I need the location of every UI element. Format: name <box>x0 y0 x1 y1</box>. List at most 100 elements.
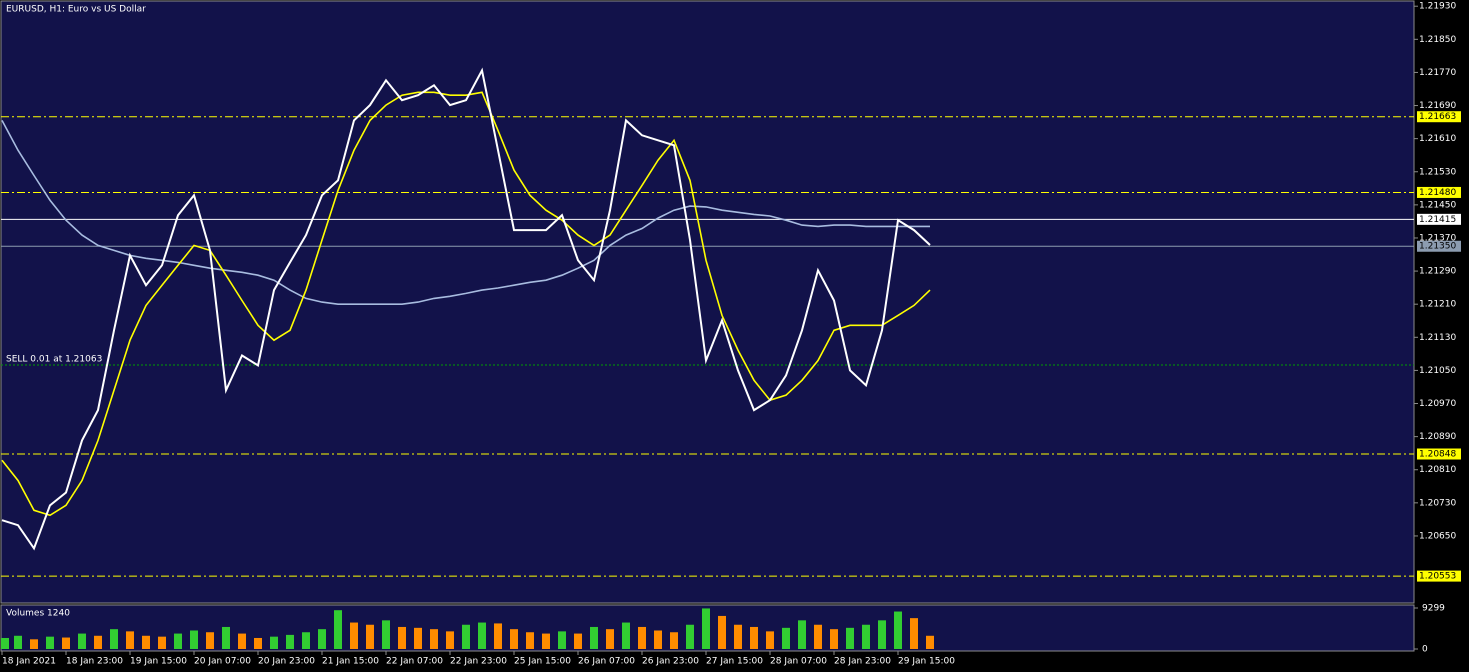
y-tick-label: 1.21610 <box>1419 134 1456 144</box>
chart-title: EURUSD, H1: Euro vs US Dollar <box>6 5 146 15</box>
volume-bar <box>30 639 38 649</box>
volume-title: Volumes 1240 <box>6 609 70 619</box>
x-tick-label: 18 Jan 2021 <box>2 657 56 667</box>
volume-bar <box>382 620 390 649</box>
volume-bar <box>686 624 694 649</box>
x-tick-label: 27 Jan 15:00 <box>706 657 763 667</box>
volume-bar <box>862 624 870 649</box>
y-tick-label: 1.21530 <box>1419 167 1456 177</box>
volume-bar <box>158 636 166 649</box>
y-tick-label: 1.21930 <box>1419 2 1456 12</box>
x-tick-label: 20 Jan 23:00 <box>258 657 315 667</box>
y-tick-label: 1.20810 <box>1419 465 1456 475</box>
volume-bar <box>654 630 662 649</box>
volume-bar <box>526 632 534 649</box>
y-tick-label: 9299 <box>1422 604 1445 614</box>
price-line <box>1 67 931 551</box>
volume-bar <box>750 626 758 649</box>
price-line <box>1 91 931 517</box>
price-panel <box>0 0 1415 604</box>
volume-bar <box>910 618 918 649</box>
x-tick-label: 28 Jan 07:00 <box>770 657 827 667</box>
x-tick-label: 18 Jan 23:00 <box>66 657 123 667</box>
y-tick-label: 1.21690 <box>1419 101 1456 111</box>
y-tick-label: 1.20730 <box>1419 498 1456 508</box>
x-tick-label: 22 Jan 07:00 <box>386 657 443 667</box>
level-label-box <box>1417 570 1461 582</box>
y-tick-label: 1.21770 <box>1419 68 1456 78</box>
volume-bar <box>414 627 422 649</box>
volume-bar <box>446 631 454 649</box>
y-tick-label: 1.21130 <box>1419 333 1456 343</box>
volume-bar <box>670 632 678 649</box>
y-tick-label: 1.21450 <box>1419 200 1456 210</box>
order-label: SELL 0.01 at 1.21063 <box>6 355 102 365</box>
y-tick-label: 1.20650 <box>1419 531 1456 541</box>
volume-bar <box>238 633 246 649</box>
level-label: 1.21350 <box>1419 242 1456 252</box>
volume-bar <box>478 622 486 649</box>
volume-bar <box>462 624 470 649</box>
y-tick-label: 1.21850 <box>1419 35 1456 45</box>
level-label: 1.20553 <box>1419 572 1456 582</box>
volume-bar <box>558 631 566 649</box>
volume-bar <box>222 626 230 649</box>
x-tick-label: 20 Jan 07:00 <box>194 657 251 667</box>
volume-bar <box>206 632 214 649</box>
level-label: 1.20848 <box>1419 450 1456 460</box>
volume-bar <box>14 635 22 649</box>
volume-bar <box>766 631 774 649</box>
y-tick-label: 0 <box>1422 645 1428 655</box>
x-tick-label: 25 Jan 15:00 <box>514 657 571 667</box>
volume-bar <box>110 629 118 649</box>
volume-bar <box>46 636 54 649</box>
volume-bar <box>702 608 710 649</box>
volume-bar <box>318 629 326 649</box>
x-tick-label: 26 Jan 07:00 <box>578 657 635 667</box>
volume-bar <box>622 622 630 649</box>
level-label-box <box>1417 213 1461 225</box>
volume-bar <box>286 634 294 649</box>
volume-bar <box>334 610 342 649</box>
volume-bar <box>398 626 406 649</box>
y-tick-label: 1.20970 <box>1419 399 1456 409</box>
volume-bar <box>174 633 182 649</box>
volume-bar <box>430 629 438 649</box>
x-tick-label: 26 Jan 23:00 <box>642 657 699 667</box>
y-tick-label: 1.20890 <box>1419 432 1456 442</box>
volume-bar <box>78 633 86 649</box>
y-tick-label: 1.21050 <box>1419 366 1456 376</box>
level-label-box <box>1417 186 1461 198</box>
volume-bar <box>590 626 598 649</box>
y-tick-label: 1.21210 <box>1419 300 1456 310</box>
level-label-box <box>1417 240 1461 252</box>
level-label: 1.21663 <box>1419 112 1456 122</box>
volume-bar <box>366 624 374 649</box>
y-tick-label: 1.21370 <box>1419 233 1456 243</box>
x-tick-label: 19 Jan 15:00 <box>130 657 187 667</box>
x-tick-label: 22 Jan 23:00 <box>450 657 507 667</box>
volume-bar <box>62 637 70 649</box>
volume-bar <box>142 635 150 649</box>
volume-bar <box>510 629 518 649</box>
volume-bar <box>782 627 790 649</box>
level-label: 1.21415 <box>1419 215 1456 225</box>
volume-bar <box>814 624 822 649</box>
volume-bar <box>126 631 134 649</box>
volume-bar <box>734 624 742 649</box>
volume-bar <box>270 636 278 649</box>
volume-bar <box>638 626 646 649</box>
volume-bar <box>846 627 854 649</box>
volume-bar <box>926 635 934 649</box>
x-tick-label: 28 Jan 23:00 <box>834 657 891 667</box>
volume-bar <box>350 622 358 649</box>
volume-bar <box>302 632 310 649</box>
volume-bar <box>894 611 902 649</box>
volume-bar <box>494 623 502 649</box>
volume-bar <box>254 637 262 649</box>
y-tick-label: 1.21290 <box>1419 267 1456 277</box>
level-label-box <box>1417 448 1461 460</box>
volume-bar <box>606 629 614 649</box>
level-label: 1.21480 <box>1419 188 1456 198</box>
